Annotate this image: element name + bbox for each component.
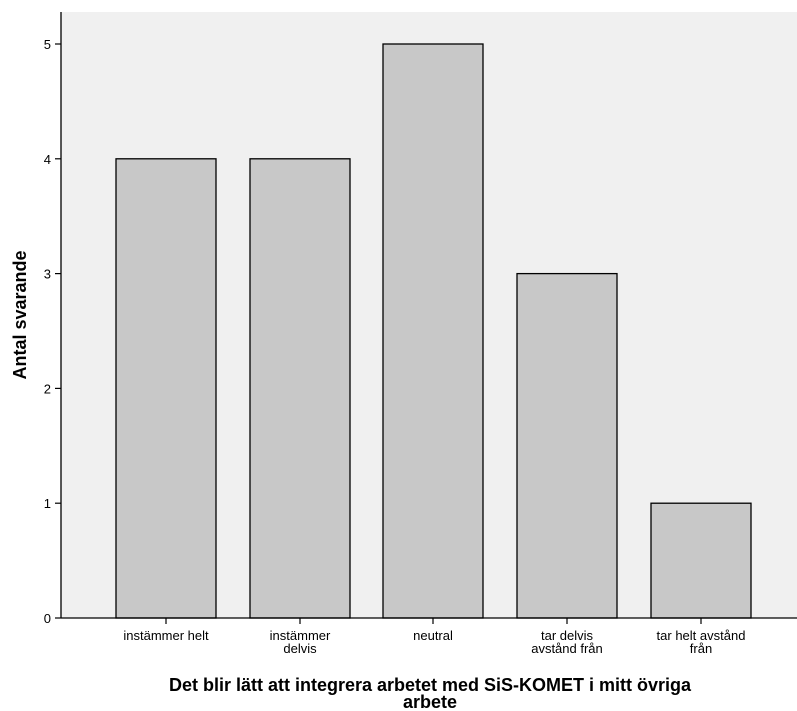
x-tick-label: tar helt avstånd från [657,628,746,656]
x-axis-label: Det blir lätt att integrera arbetet med … [169,675,692,711]
x-tick-label: neutral [413,628,453,643]
y-axis-label: Antal svarande [10,250,30,379]
bar-2 [249,158,351,619]
y-tick-label: 3 [44,267,51,282]
bar-4 [516,272,618,619]
bar-1 [115,158,217,619]
bar-5 [650,502,752,619]
x-ticks-group: instämmer helt instämmer delvis neutral tar … [123,618,745,656]
bars-group [115,43,752,619]
y-ticks-group: 0 1 2 3 4 5 [44,37,61,626]
y-tick-label: 1 [44,496,51,511]
bar-3 [382,43,484,619]
y-tick-label: 0 [44,611,51,626]
x-tick-label: tar delvis avstånd från [531,628,603,656]
y-tick-label: 2 [44,381,51,396]
x-tick-label: instämmer delvis [270,628,331,656]
x-tick-label: instämmer helt [123,628,209,643]
y-tick-label: 4 [44,152,51,167]
y-tick-label: 5 [44,37,51,52]
